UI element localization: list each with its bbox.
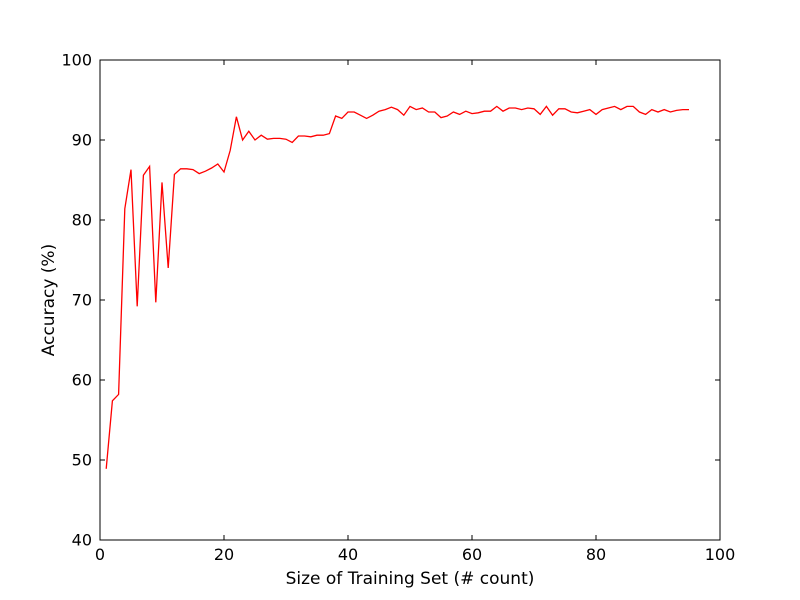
x-axis-title: Size of Training Set (# count) xyxy=(286,569,535,589)
y-tick-label: 80 xyxy=(72,211,92,230)
y-axis-title: Accuracy (%) xyxy=(39,244,59,356)
y-tick-label: 100 xyxy=(61,51,92,70)
x-tick-label: 60 xyxy=(462,545,482,564)
plot-frame xyxy=(99,59,721,541)
y-tick-label: 90 xyxy=(72,131,92,150)
x-tick-label: 0 xyxy=(95,545,105,564)
y-tick-label: 50 xyxy=(72,451,92,470)
x-tick-label: 100 xyxy=(705,545,736,564)
y-tick-label: 40 xyxy=(72,531,92,550)
plot-layer xyxy=(105,105,689,469)
x-tick-label: 80 xyxy=(586,545,606,564)
y-tick-label: 60 xyxy=(72,371,92,390)
x-tick-label: 20 xyxy=(214,545,234,564)
x-tick-label: 40 xyxy=(338,545,358,564)
y-tick-label: 70 xyxy=(72,291,92,310)
series-line-accuracy xyxy=(105,105,689,469)
